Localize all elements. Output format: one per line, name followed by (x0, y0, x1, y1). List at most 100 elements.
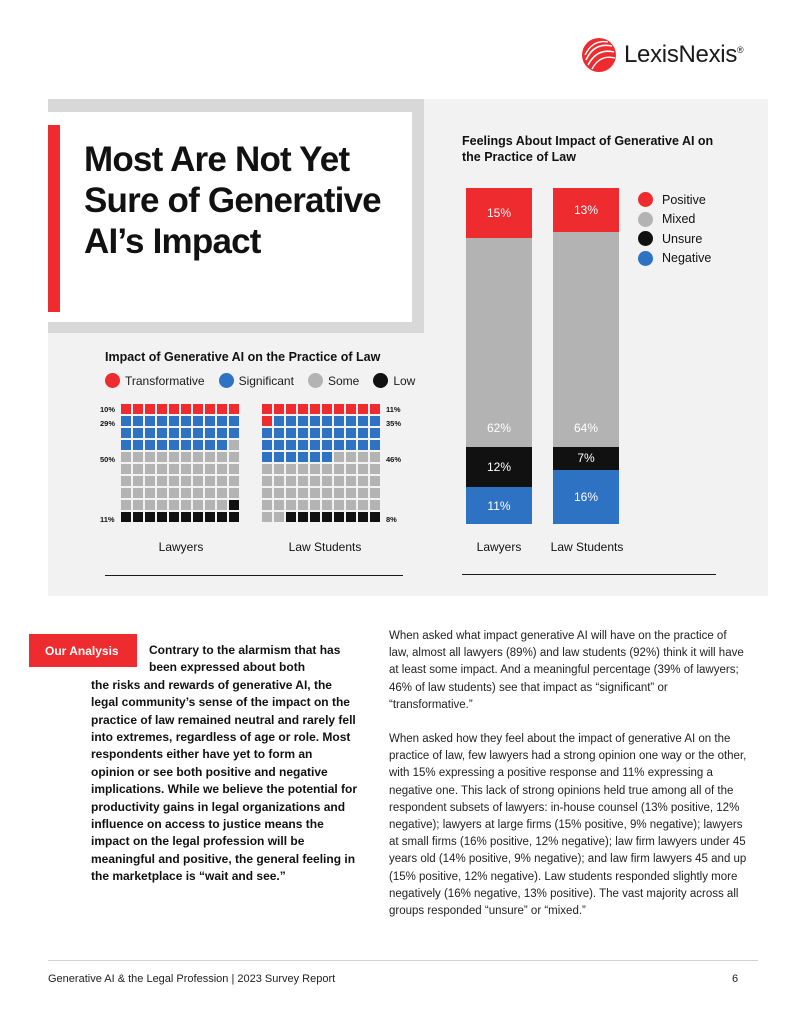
waffle-cell-low (217, 512, 227, 522)
waffle-cell-some (298, 476, 308, 486)
waffle-cell-significant (217, 416, 227, 426)
waffle-cell-some (346, 488, 356, 498)
waffle-cell-some (157, 476, 167, 486)
logo: LexisNexis® (580, 36, 750, 74)
legend-transformative: Transformative (105, 373, 205, 388)
waffle-cell-significant (334, 416, 344, 426)
waffle-cell-some (205, 500, 215, 510)
waffle-cell-some (145, 476, 155, 486)
page-title: Most Are Not Yet Sure of Generative AI’s… (84, 140, 382, 261)
bar-chart: 15% 62% 12% 11% 13% 64% 7% 16% (466, 188, 626, 524)
bar-legend-mixed: Mixed (638, 210, 711, 230)
waffle-cell-transformative (217, 404, 227, 414)
legend-label: Mixed (662, 212, 696, 227)
waffle-cell-transformative (169, 404, 179, 414)
waffle-cell-some (217, 476, 227, 486)
waffle-cell-some (346, 452, 356, 462)
waffle-cell-significant (358, 428, 368, 438)
waffle-cell-significant (334, 428, 344, 438)
waffle-cell-significant (334, 440, 344, 450)
waffle-cell-significant (370, 416, 380, 426)
waffle-cell-some (169, 476, 179, 486)
waffle-cell-low (169, 512, 179, 522)
waffle-cell-significant (310, 440, 320, 450)
waffle-cell-some (334, 464, 344, 474)
waffle-cell-transformative (181, 404, 191, 414)
waffle-cell-significant (358, 416, 368, 426)
waffle-cell-significant (157, 428, 167, 438)
waffle-cell-some (358, 488, 368, 498)
waffle-cell-significant (169, 440, 179, 450)
waffle-cell-some (358, 476, 368, 486)
waffle-cell-significant (181, 416, 191, 426)
waffle-cell-some (217, 464, 227, 474)
waffle-cell-some (262, 488, 272, 498)
waffle-cell-some (145, 452, 155, 462)
waffle-cell-significant (145, 428, 155, 438)
legend-dot-mixed (638, 211, 653, 227)
lexisnexis-logo-icon (582, 38, 616, 72)
waffle-cell-significant (298, 428, 308, 438)
waffle-cell-significant (310, 452, 320, 462)
waffle-cell-significant (322, 416, 332, 426)
waffle-cell-significant (121, 428, 131, 438)
waffle-cell-some (121, 452, 131, 462)
waffle-cell-low (205, 512, 215, 522)
legend-dot-some (307, 373, 323, 388)
waffle-cell-transformative (229, 404, 239, 414)
waffle-cell-some (217, 488, 227, 498)
waffle-cell-some (370, 488, 380, 498)
waffle-cell-some (310, 464, 320, 474)
waffle-cell-significant (346, 440, 356, 450)
waffle-group-label-students: Law Students (288, 540, 362, 554)
waffle-cell-some (181, 500, 191, 510)
waffle-cell-significant (370, 428, 380, 438)
waffle-cell-significant (322, 452, 332, 462)
waffle-cell-some (274, 488, 284, 498)
body-paragraph-2: When asked how they feel about the impac… (389, 733, 747, 918)
waffle-cell-low (298, 512, 308, 522)
title-accent-bar (48, 125, 60, 312)
bar-value-label: 64% (573, 420, 599, 435)
brand-name: LexisNexis® (624, 41, 744, 68)
waffle-cell-low (229, 512, 239, 522)
waffle-cell-significant (322, 428, 332, 438)
waffle-cell-low (145, 512, 155, 522)
waffle-cell-some (169, 464, 179, 474)
waffle-cell-low (181, 512, 191, 522)
waffle-cell-significant (217, 440, 227, 450)
waffle-cell-some (121, 500, 131, 510)
waffle-cell-significant (121, 416, 131, 426)
bar-category-label-lawyers: Lawyers (476, 540, 522, 554)
waffle-cell-transformative (310, 404, 320, 414)
bar-segment-mixed: 64% (553, 231, 619, 447)
waffle-cell-significant (157, 416, 167, 426)
waffle-cell-some (358, 452, 368, 462)
waffle-cell-some (358, 500, 368, 510)
bar-value-label: 11% (487, 498, 511, 513)
bar-segment-positive: 13% (553, 188, 619, 232)
waffle-cell-some (286, 488, 296, 498)
waffle-cell-significant (346, 428, 356, 438)
waffle-cell-significant (133, 416, 143, 426)
waffle-cell-some (310, 476, 320, 486)
waffle-grid-lawyers (121, 404, 243, 526)
waffle-cell-some (145, 464, 155, 474)
waffle-cell-significant (157, 440, 167, 450)
waffle-cell-some (346, 476, 356, 486)
analysis-body: the risks and rewards of generative AI, … (91, 677, 358, 884)
waffle-cell-transformative (133, 404, 143, 414)
waffle-cell-some (217, 452, 227, 462)
waffle-group-label-lawyers: Lawyers (158, 540, 204, 554)
waffle-cell-some (205, 452, 215, 462)
legend-dot-low (373, 373, 389, 388)
waffle-cell-significant (274, 428, 284, 438)
bar-chart-title: Feelings About Impact of Generative AI o… (462, 134, 714, 164)
waffle-cell-low (310, 512, 320, 522)
footer-divider (48, 960, 758, 961)
waffle-cell-significant (133, 428, 143, 438)
waffle-cell-some (133, 488, 143, 498)
body-paragraph-1: When asked what impact generative AI wil… (389, 630, 744, 711)
waffle-cell-low (121, 512, 131, 522)
waffle-cell-significant (274, 416, 284, 426)
